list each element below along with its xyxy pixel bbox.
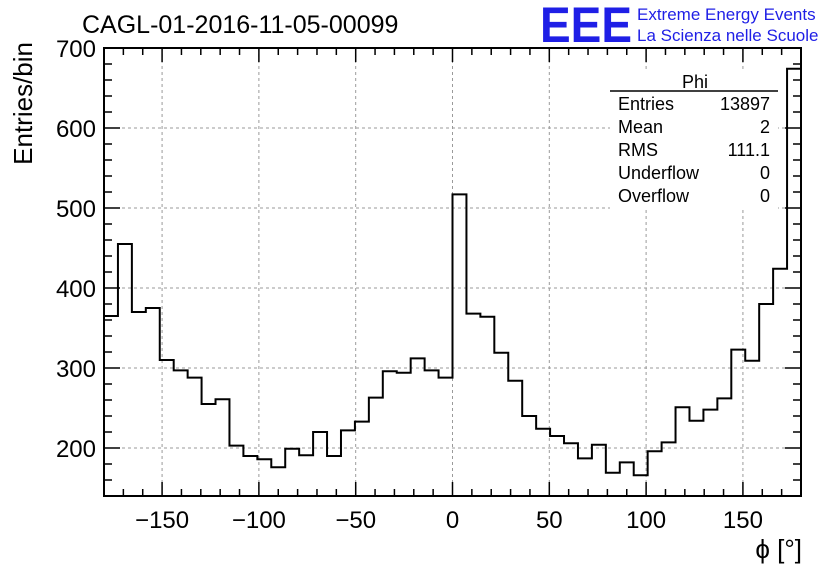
stats-row-value: 111.1	[728, 140, 770, 160]
eee-logo: EEE Extreme Energy Events La Scienza nel…	[540, 0, 818, 53]
x-tick-label: −50	[335, 507, 376, 534]
stats-box-title: Phi	[682, 72, 708, 92]
x-tick-label: 0	[446, 507, 459, 534]
stats-box-background	[610, 70, 778, 210]
x-tick-label: −150	[135, 507, 189, 534]
x-tick-labels: −150 −100 −50 0 50 100 150	[135, 507, 763, 534]
x-axis-label: ϕ [°]	[755, 534, 802, 564]
y-axis-label: Entries/bin	[8, 42, 38, 165]
x-tick-label: 50	[536, 507, 563, 534]
stats-row-label: Underflow	[618, 163, 700, 183]
stats-row-label: Entries	[618, 94, 674, 114]
eee-logo-line1: Extreme Energy Events	[637, 5, 816, 24]
y-tick-labels: 200 300 400 500 600 700	[56, 36, 96, 463]
y-tick-label: 400	[56, 276, 96, 303]
y-tick-label: 700	[56, 36, 96, 63]
stats-row-label: Overflow	[618, 186, 690, 206]
stats-box: Phi Entries 13897 Mean 2 RMS 111.1 Underflow 0 O…	[610, 70, 778, 210]
y-tick-label: 500	[56, 196, 96, 223]
stats-box-rows: Entries 13897 Mean 2 RMS 111.1 Underflow 0 Overf…	[618, 94, 770, 206]
chart-title: CAGL-01-2016-11-05-00099	[82, 11, 398, 39]
histogram-line	[104, 67, 801, 477]
eee-logo-line2: La Scienza nelle Scuole	[637, 26, 818, 45]
stats-row-value: 13897	[720, 94, 770, 114]
y-tick-label: 200	[56, 436, 96, 463]
stats-row-value: 0	[760, 186, 770, 206]
plot-frame	[103, 47, 802, 497]
eee-logo-mark: EEE	[540, 0, 632, 53]
stats-row-label: Mean	[618, 117, 663, 137]
y-tick-label: 300	[56, 356, 96, 383]
stats-row-label: RMS	[618, 140, 658, 160]
y-tick-label: 600	[56, 116, 96, 143]
x-tick-label: −100	[232, 507, 286, 534]
x-tick-label: 100	[626, 507, 666, 534]
stats-row-value: 2	[760, 117, 770, 137]
stats-row-value: 0	[760, 163, 770, 183]
x-tick-label: 150	[723, 507, 763, 534]
